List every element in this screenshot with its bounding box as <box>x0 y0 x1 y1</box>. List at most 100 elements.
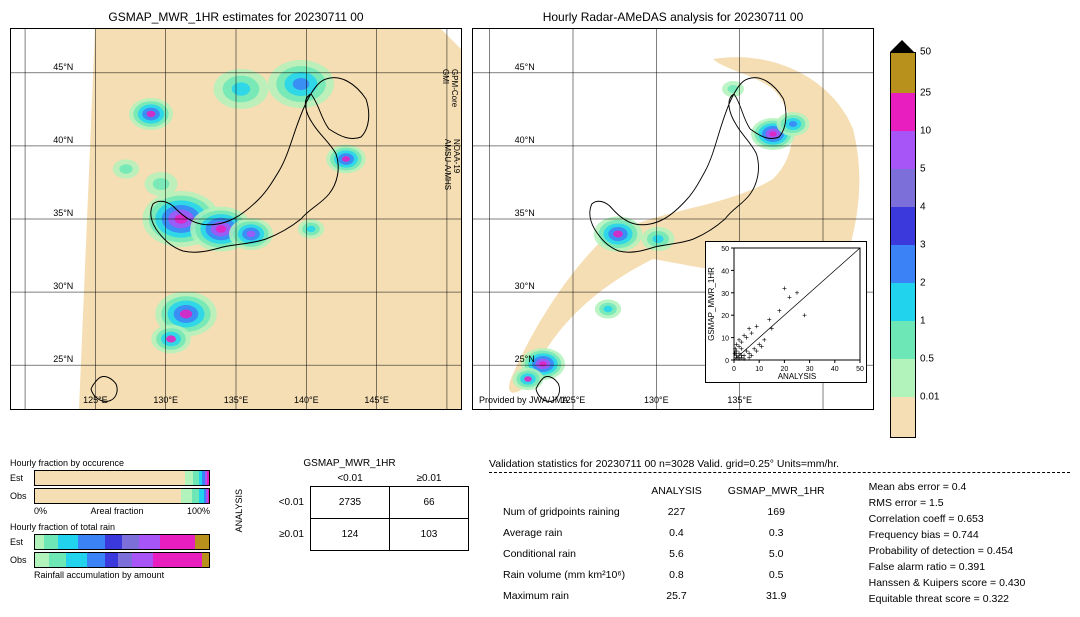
frac-seg <box>139 535 160 549</box>
svg-text:45°N: 45°N <box>515 62 535 72</box>
frac-seg <box>66 553 87 567</box>
metric-row: False alarm ratio = 0.391 <box>869 559 1026 575</box>
colorbar-label: 2 <box>920 278 926 289</box>
svg-text:35°N: 35°N <box>515 208 535 218</box>
frac-seg <box>105 535 122 549</box>
left-map-title: GSMAP_MWR_1HR estimates for 20230711 00 <box>10 10 462 24</box>
scatter-inset: 0010102020303040405050ANALYSISGSMAP_MWR_… <box>705 241 867 383</box>
frac-seg <box>78 535 104 549</box>
colorbar-arrow <box>890 40 914 52</box>
cont-title: GSMAP_MWR_1HR <box>230 458 469 469</box>
frac-seg <box>35 535 44 549</box>
obs-label2: Obs <box>10 555 34 565</box>
axis1: 100% <box>187 506 210 516</box>
svg-text:50: 50 <box>721 246 729 253</box>
svg-text:25°N: 25°N <box>515 354 535 364</box>
colorbar-label: 3 <box>920 240 926 251</box>
right-map-panel: 125°E130°E135°E25°N30°N35°N40°N45°N Prov… <box>472 28 874 410</box>
colorbar-label: 0.01 <box>920 392 939 403</box>
c-table: <0.01≥0.01 <0.01273566 ≥0.01124103 <box>248 471 469 551</box>
svg-text:25°N: 25°N <box>53 354 73 364</box>
occ-obs-bar <box>34 488 210 504</box>
left-map-svg: 125°E130°E135°E140°E145°E25°N30°N35°N40°… <box>11 29 461 409</box>
occ-est-bar <box>34 470 210 486</box>
colorbar-label: 4 <box>920 202 926 213</box>
frac-seg <box>58 535 79 549</box>
frac-seg <box>49 553 66 567</box>
right-map-title: Hourly Radar-AMeDAS analysis for 2023071… <box>472 10 874 24</box>
frac-seg <box>185 471 194 485</box>
frac-seg <box>105 553 119 567</box>
frac-seg <box>181 489 191 503</box>
colorbar-label: 1 <box>920 316 926 327</box>
provided-by: Provided by JWA/JMA <box>479 395 568 405</box>
frac-seg <box>122 535 139 549</box>
svg-text:40°N: 40°N <box>515 135 535 145</box>
annot-gpm: GPM-CoreGMI <box>441 69 459 107</box>
axis-lab: Areal fraction <box>90 506 143 516</box>
colorbar: 502510543210.50.01 <box>890 40 916 438</box>
frac-seg <box>118 553 132 567</box>
frac-seg <box>132 553 153 567</box>
legend-text: Rainfall accumulation by amount <box>34 570 210 580</box>
svg-text:30°N: 30°N <box>53 281 73 291</box>
occ-title: Hourly fraction by occurence <box>10 458 210 468</box>
svg-text:20: 20 <box>721 313 729 320</box>
total-title: Hourly fraction of total rain <box>10 522 210 532</box>
fraction-charts: Hourly fraction by occurence Est Obs 0% A… <box>10 458 210 607</box>
top-row: GSMAP_MWR_1HR estimates for 20230711 00 … <box>10 10 1070 438</box>
frac-seg <box>207 471 209 485</box>
svg-text:45°N: 45°N <box>53 62 73 72</box>
svg-text:40°N: 40°N <box>53 135 73 145</box>
annot-noaa: NOAA-19AMSU-A/MHS <box>443 139 461 190</box>
svg-text:130°E: 130°E <box>644 395 669 405</box>
metric-row: Frequency bias = 0.744 <box>869 527 1026 543</box>
svg-text:ANALYSIS: ANALYSIS <box>778 372 817 381</box>
svg-text:0: 0 <box>725 358 729 365</box>
stats-table: ANALYSISGSMAP_MWR_1HRNum of gridpoints r… <box>489 479 839 607</box>
est-label: Est <box>10 473 34 483</box>
est-label2: Est <box>10 537 34 547</box>
svg-text:130°E: 130°E <box>153 395 178 405</box>
svg-text:50: 50 <box>856 366 864 373</box>
frac-seg <box>208 489 209 503</box>
frac-seg <box>44 535 58 549</box>
svg-text:145°E: 145°E <box>364 395 389 405</box>
frac-seg <box>202 553 209 567</box>
frac-seg <box>35 489 181 503</box>
frac-seg <box>192 489 199 503</box>
svg-text:10: 10 <box>721 336 729 343</box>
svg-text:135°E: 135°E <box>224 395 249 405</box>
svg-text:30: 30 <box>721 291 729 298</box>
cont-side: ANALYSIS <box>230 485 248 536</box>
colorbar-label: 0.5 <box>920 354 934 365</box>
stats-title: Validation statistics for 20230711 00 n=… <box>489 458 1070 473</box>
frac-seg <box>35 471 185 485</box>
svg-text:GSMAP_MWR_1HR: GSMAP_MWR_1HR <box>707 267 716 341</box>
frac-seg <box>153 553 202 567</box>
metric-row: Probability of detection = 0.454 <box>869 543 1026 559</box>
obs-label: Obs <box>10 491 34 501</box>
bottom-row: Hourly fraction by occurence Est Obs 0% A… <box>10 458 1070 607</box>
left-map-panel: 125°E130°E135°E140°E145°E25°N30°N35°N40°… <box>10 28 462 410</box>
colorbar-label: 25 <box>920 88 931 99</box>
tot-est-bar <box>34 534 210 550</box>
metric-row: RMS error = 1.5 <box>869 495 1026 511</box>
contingency-table: GSMAP_MWR_1HR ANALYSIS <0.01≥0.01 <0.012… <box>230 458 469 607</box>
right-map-container: Hourly Radar-AMeDAS analysis for 2023071… <box>472 10 874 410</box>
metric-row: Correlation coeff = 0.653 <box>869 511 1026 527</box>
stats-metrics: Mean abs error = 0.4RMS error = 1.5Corre… <box>869 479 1026 607</box>
svg-text:135°E: 135°E <box>727 395 752 405</box>
svg-text:0: 0 <box>732 366 736 373</box>
svg-text:10: 10 <box>755 366 763 373</box>
colorbar-label: 50 <box>920 47 931 58</box>
frac-seg <box>87 553 104 567</box>
colorbar-label: 5 <box>920 164 926 175</box>
scatter-svg: 0010102020303040405050ANALYSISGSMAP_MWR_… <box>706 242 866 382</box>
axis0: 0% <box>34 506 47 516</box>
svg-text:40: 40 <box>721 268 729 275</box>
svg-text:35°N: 35°N <box>53 208 73 218</box>
metric-row: Hanssen & Kuipers score = 0.430 <box>869 575 1026 591</box>
svg-text:140°E: 140°E <box>294 395 319 405</box>
frac-seg <box>35 553 49 567</box>
